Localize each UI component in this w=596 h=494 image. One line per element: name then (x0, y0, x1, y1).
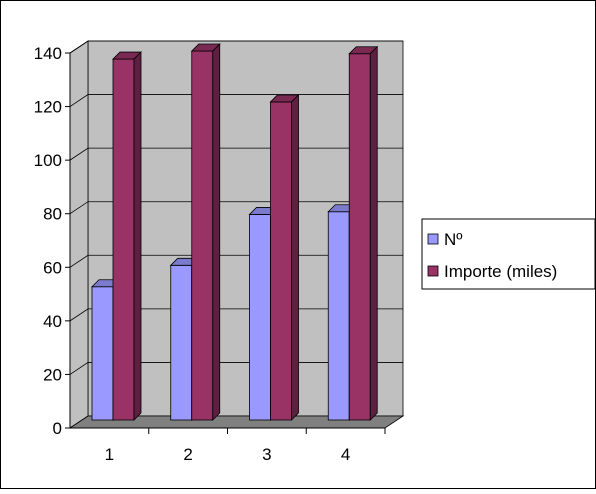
gridline (69, 40, 403, 54)
bar-importe-2 (191, 50, 214, 421)
y-tick-label: 80 (43, 205, 62, 224)
bar-importe-4 (348, 53, 371, 421)
legend-box (421, 218, 596, 290)
bar-importe-3 (270, 101, 292, 421)
axes (65, 52, 386, 434)
legend-label-importe: Importe (miles) (444, 262, 557, 281)
y-tick-label: 60 (43, 258, 62, 277)
y-tick-labels: 0 20 40 60 80 100 120 140 (34, 44, 62, 438)
bars (91, 43, 379, 421)
legend-swatch-n (427, 233, 439, 245)
bar-n-4 (327, 211, 350, 421)
x-tick-label: 4 (341, 445, 350, 464)
bar-side-importe-1 (133, 51, 142, 421)
x-tick-label: 2 (183, 445, 192, 464)
legend-swatch-importe (427, 265, 439, 277)
chart-walls (68, 40, 405, 429)
y-tick-label: 120 (34, 98, 62, 117)
side-wall (69, 40, 89, 429)
y-tick-label: 140 (34, 44, 62, 63)
x-tick-labels: 1 2 3 4 (105, 445, 351, 464)
bar-importe-1 (112, 58, 135, 421)
bar-side-importe-4 (369, 45, 378, 421)
y-tick-label: 100 (34, 151, 62, 170)
bar-side-importe-2 (212, 43, 221, 421)
bar-n-2 (170, 264, 193, 421)
bar-n-1 (91, 286, 114, 421)
y-tick-label: 40 (43, 312, 62, 331)
x-tick-label: 3 (262, 445, 271, 464)
legend-label-n: Nº (444, 230, 463, 249)
bar-side-importe-3 (291, 93, 299, 421)
y-tick-label: 0 (53, 419, 62, 438)
y-tick-label: 20 (43, 365, 62, 384)
x-tick-label: 1 (105, 445, 114, 464)
bar-n-3 (249, 214, 271, 421)
legend: Nº Importe (miles) (421, 218, 596, 290)
